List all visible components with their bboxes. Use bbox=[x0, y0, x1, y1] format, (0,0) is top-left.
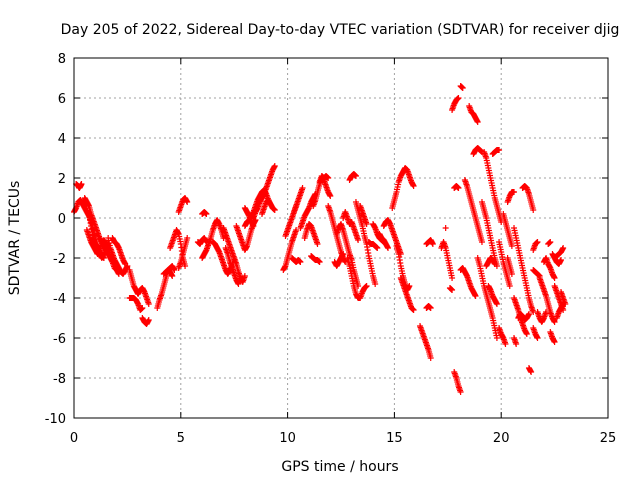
data-point bbox=[506, 283, 513, 289]
data-point bbox=[472, 293, 479, 299]
data-point bbox=[459, 85, 466, 91]
y-tick-label: -8 bbox=[53, 372, 66, 387]
data-point bbox=[169, 273, 176, 279]
data-point bbox=[508, 271, 515, 277]
x-axis-ticks: 0 5 10 15 20 25 bbox=[70, 58, 616, 446]
x-axis-label: GPS time / hours bbox=[281, 459, 398, 475]
data-point bbox=[513, 341, 520, 347]
data-point bbox=[340, 251, 347, 257]
grid bbox=[74, 58, 608, 418]
data-point bbox=[493, 301, 500, 307]
data-point bbox=[491, 261, 498, 267]
x-tick-label: 25 bbox=[600, 431, 617, 446]
x-tick-label: 20 bbox=[493, 431, 510, 446]
data-point bbox=[511, 189, 518, 195]
data-point bbox=[355, 237, 362, 243]
data-point bbox=[502, 341, 509, 347]
data-point bbox=[182, 263, 189, 269]
y-tick-label: 0 bbox=[58, 212, 66, 227]
data-point bbox=[235, 281, 242, 287]
data-point bbox=[455, 95, 462, 101]
data-point bbox=[523, 331, 530, 337]
data-point bbox=[314, 241, 321, 247]
data-point bbox=[449, 275, 456, 281]
data-point bbox=[297, 259, 304, 265]
chart-title: Day 205 of 2022, Sidereal Day-to-day VTE… bbox=[61, 22, 620, 38]
data-point bbox=[449, 287, 456, 293]
data-point bbox=[547, 239, 554, 245]
y-tick-label: -2 bbox=[53, 252, 66, 267]
data-point bbox=[327, 193, 334, 199]
data-point bbox=[560, 245, 567, 251]
data-point bbox=[316, 259, 323, 265]
data-point bbox=[493, 335, 500, 341]
data-point bbox=[457, 389, 464, 395]
data-point bbox=[184, 235, 191, 241]
y-tick-label: -10 bbox=[45, 412, 66, 427]
data-point bbox=[372, 281, 379, 287]
data-point bbox=[203, 211, 210, 217]
data-point bbox=[299, 185, 306, 191]
y-tick-label: 4 bbox=[58, 132, 66, 147]
data-point bbox=[478, 239, 485, 245]
data-point bbox=[293, 227, 300, 233]
data-point bbox=[363, 283, 370, 289]
data-point bbox=[455, 185, 462, 191]
data-point bbox=[184, 199, 191, 205]
data-point bbox=[530, 207, 537, 213]
data-point bbox=[78, 181, 85, 187]
data-point bbox=[363, 221, 370, 227]
data-point bbox=[384, 245, 391, 251]
y-axis-label: SDTVAR / TECUs bbox=[7, 181, 23, 296]
data-point bbox=[534, 239, 541, 245]
data-point bbox=[145, 317, 152, 323]
data-point bbox=[528, 369, 535, 375]
data-point bbox=[250, 223, 257, 229]
data-point bbox=[427, 355, 434, 361]
data-point bbox=[410, 183, 417, 189]
plot-frame bbox=[73, 57, 609, 419]
y-tick-label: -6 bbox=[53, 332, 66, 347]
data-point bbox=[551, 339, 558, 345]
data-point bbox=[410, 307, 417, 313]
x-tick-label: 5 bbox=[177, 431, 185, 446]
data-point bbox=[508, 243, 515, 249]
data-point bbox=[122, 261, 129, 267]
data-point bbox=[374, 245, 381, 251]
data-point bbox=[442, 225, 449, 231]
x-tick-label: 10 bbox=[279, 431, 296, 446]
x-tick-label: 15 bbox=[386, 431, 403, 446]
data-point bbox=[562, 301, 569, 307]
y-axis-ticks: -10 -8 -6 -4 -2 0 2 4 6 8 bbox=[45, 52, 608, 427]
y-tick-label: 6 bbox=[58, 92, 66, 107]
y-tick-label: -4 bbox=[53, 292, 66, 307]
data-point bbox=[145, 301, 152, 307]
data-point bbox=[551, 319, 558, 325]
data-point bbox=[525, 311, 532, 317]
data-point bbox=[496, 147, 503, 153]
data-point bbox=[427, 305, 434, 311]
data-point bbox=[352, 173, 359, 179]
data-point bbox=[551, 275, 558, 281]
data-point bbox=[271, 207, 278, 213]
data-point bbox=[325, 175, 332, 181]
y-tick-label: 2 bbox=[58, 172, 66, 187]
data-point bbox=[241, 273, 248, 279]
data-points bbox=[71, 83, 569, 395]
data-point bbox=[406, 283, 413, 289]
data-point bbox=[534, 335, 541, 341]
y-tick-label: 8 bbox=[58, 52, 66, 67]
data-point bbox=[139, 305, 146, 311]
data-point bbox=[271, 163, 278, 169]
data-point bbox=[558, 257, 565, 263]
data-point bbox=[171, 267, 178, 273]
x-tick-label: 0 bbox=[70, 431, 78, 446]
data-point bbox=[429, 241, 436, 247]
data-point bbox=[474, 119, 481, 125]
